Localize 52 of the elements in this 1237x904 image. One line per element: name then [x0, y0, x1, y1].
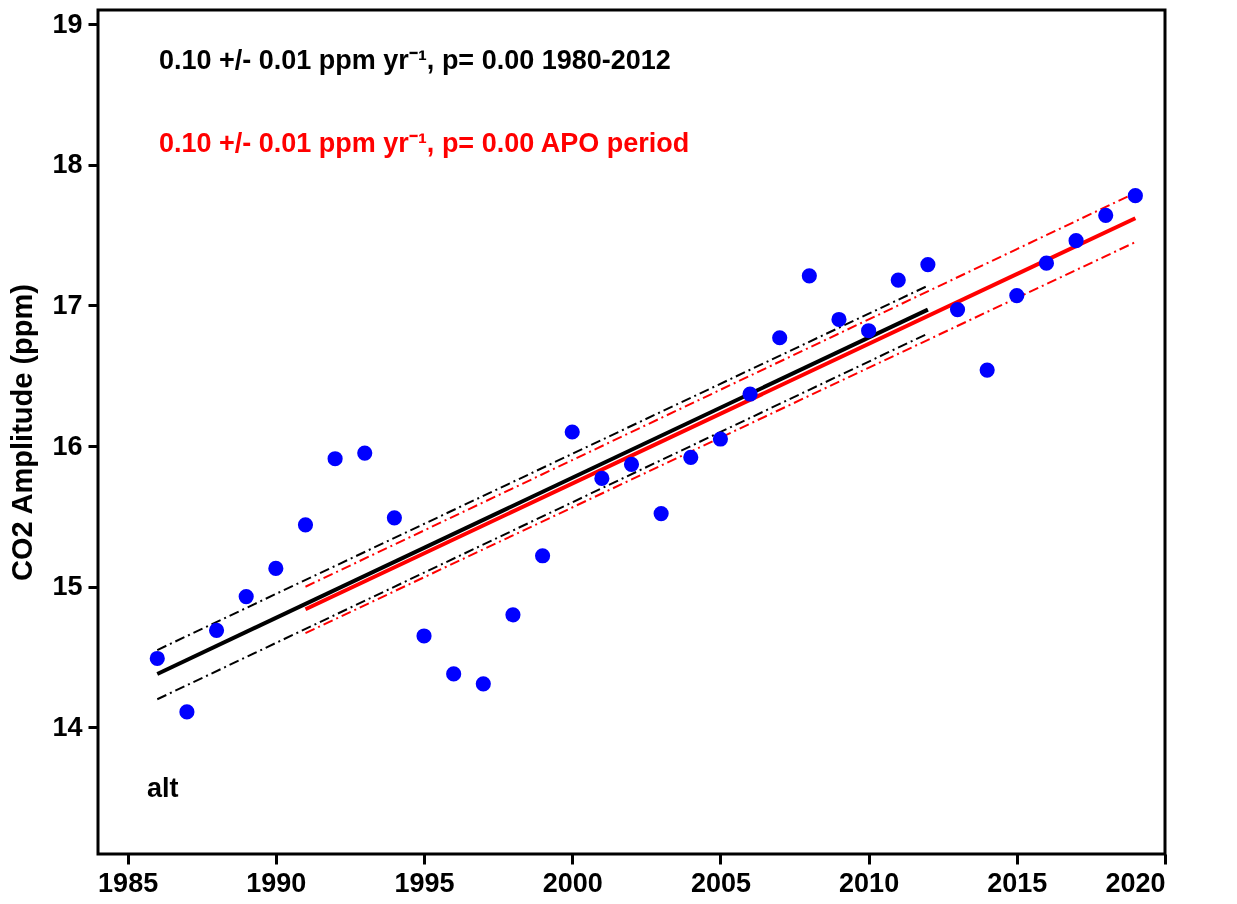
x-tick-label: 1995 — [394, 867, 455, 898]
point — [505, 607, 521, 623]
point — [416, 628, 432, 644]
point — [772, 330, 788, 346]
point — [949, 302, 966, 318]
x-tick-label: 1990 — [246, 867, 307, 898]
point — [446, 666, 462, 682]
point — [801, 268, 817, 284]
y-tick-label: 15 — [52, 571, 83, 602]
point — [712, 431, 728, 447]
point — [742, 386, 758, 402]
point — [979, 362, 995, 378]
x-tick-label: 2005 — [690, 867, 751, 898]
point — [327, 451, 343, 467]
point — [594, 470, 610, 486]
annotation: 0.10 +/- 0.01 ppm yr⁻¹, p= 0.00 APO period — [159, 128, 690, 158]
point — [1068, 233, 1084, 249]
point — [653, 506, 669, 522]
x-tick-label: 2000 — [542, 867, 603, 898]
y-axis-title: CO2 Amplitude (ppm) — [6, 284, 39, 581]
point — [179, 704, 195, 720]
annotation: 0.10 +/- 0.01 ppm yr⁻¹, p= 0.00 1980-2012 — [159, 45, 671, 75]
point — [861, 323, 877, 339]
point — [475, 676, 491, 692]
point — [683, 449, 699, 465]
point — [1127, 188, 1143, 204]
point — [357, 445, 373, 461]
x-tick-label: 1985 — [98, 867, 159, 898]
x-tick-label: 2015 — [987, 867, 1048, 898]
point — [238, 589, 254, 605]
point — [623, 456, 640, 472]
point — [208, 622, 225, 638]
point — [149, 650, 165, 667]
annotation: alt — [147, 773, 179, 803]
x-tick-label: 2020 — [1105, 867, 1166, 898]
y-tick-label: 16 — [52, 430, 83, 461]
point — [386, 510, 402, 526]
point — [535, 548, 551, 564]
point — [1009, 287, 1025, 304]
y-tick-label: 14 — [52, 711, 83, 742]
y-tick-label: 18 — [52, 149, 83, 180]
y-tick-label: 17 — [52, 289, 83, 320]
point — [1038, 255, 1055, 271]
point — [297, 517, 314, 533]
point — [564, 424, 580, 440]
point — [920, 257, 936, 273]
point — [831, 311, 847, 328]
point — [890, 272, 906, 288]
point — [1098, 207, 1114, 223]
x-tick-label: 2010 — [839, 867, 900, 898]
y-tick-label: 19 — [52, 8, 83, 39]
point — [268, 560, 284, 577]
